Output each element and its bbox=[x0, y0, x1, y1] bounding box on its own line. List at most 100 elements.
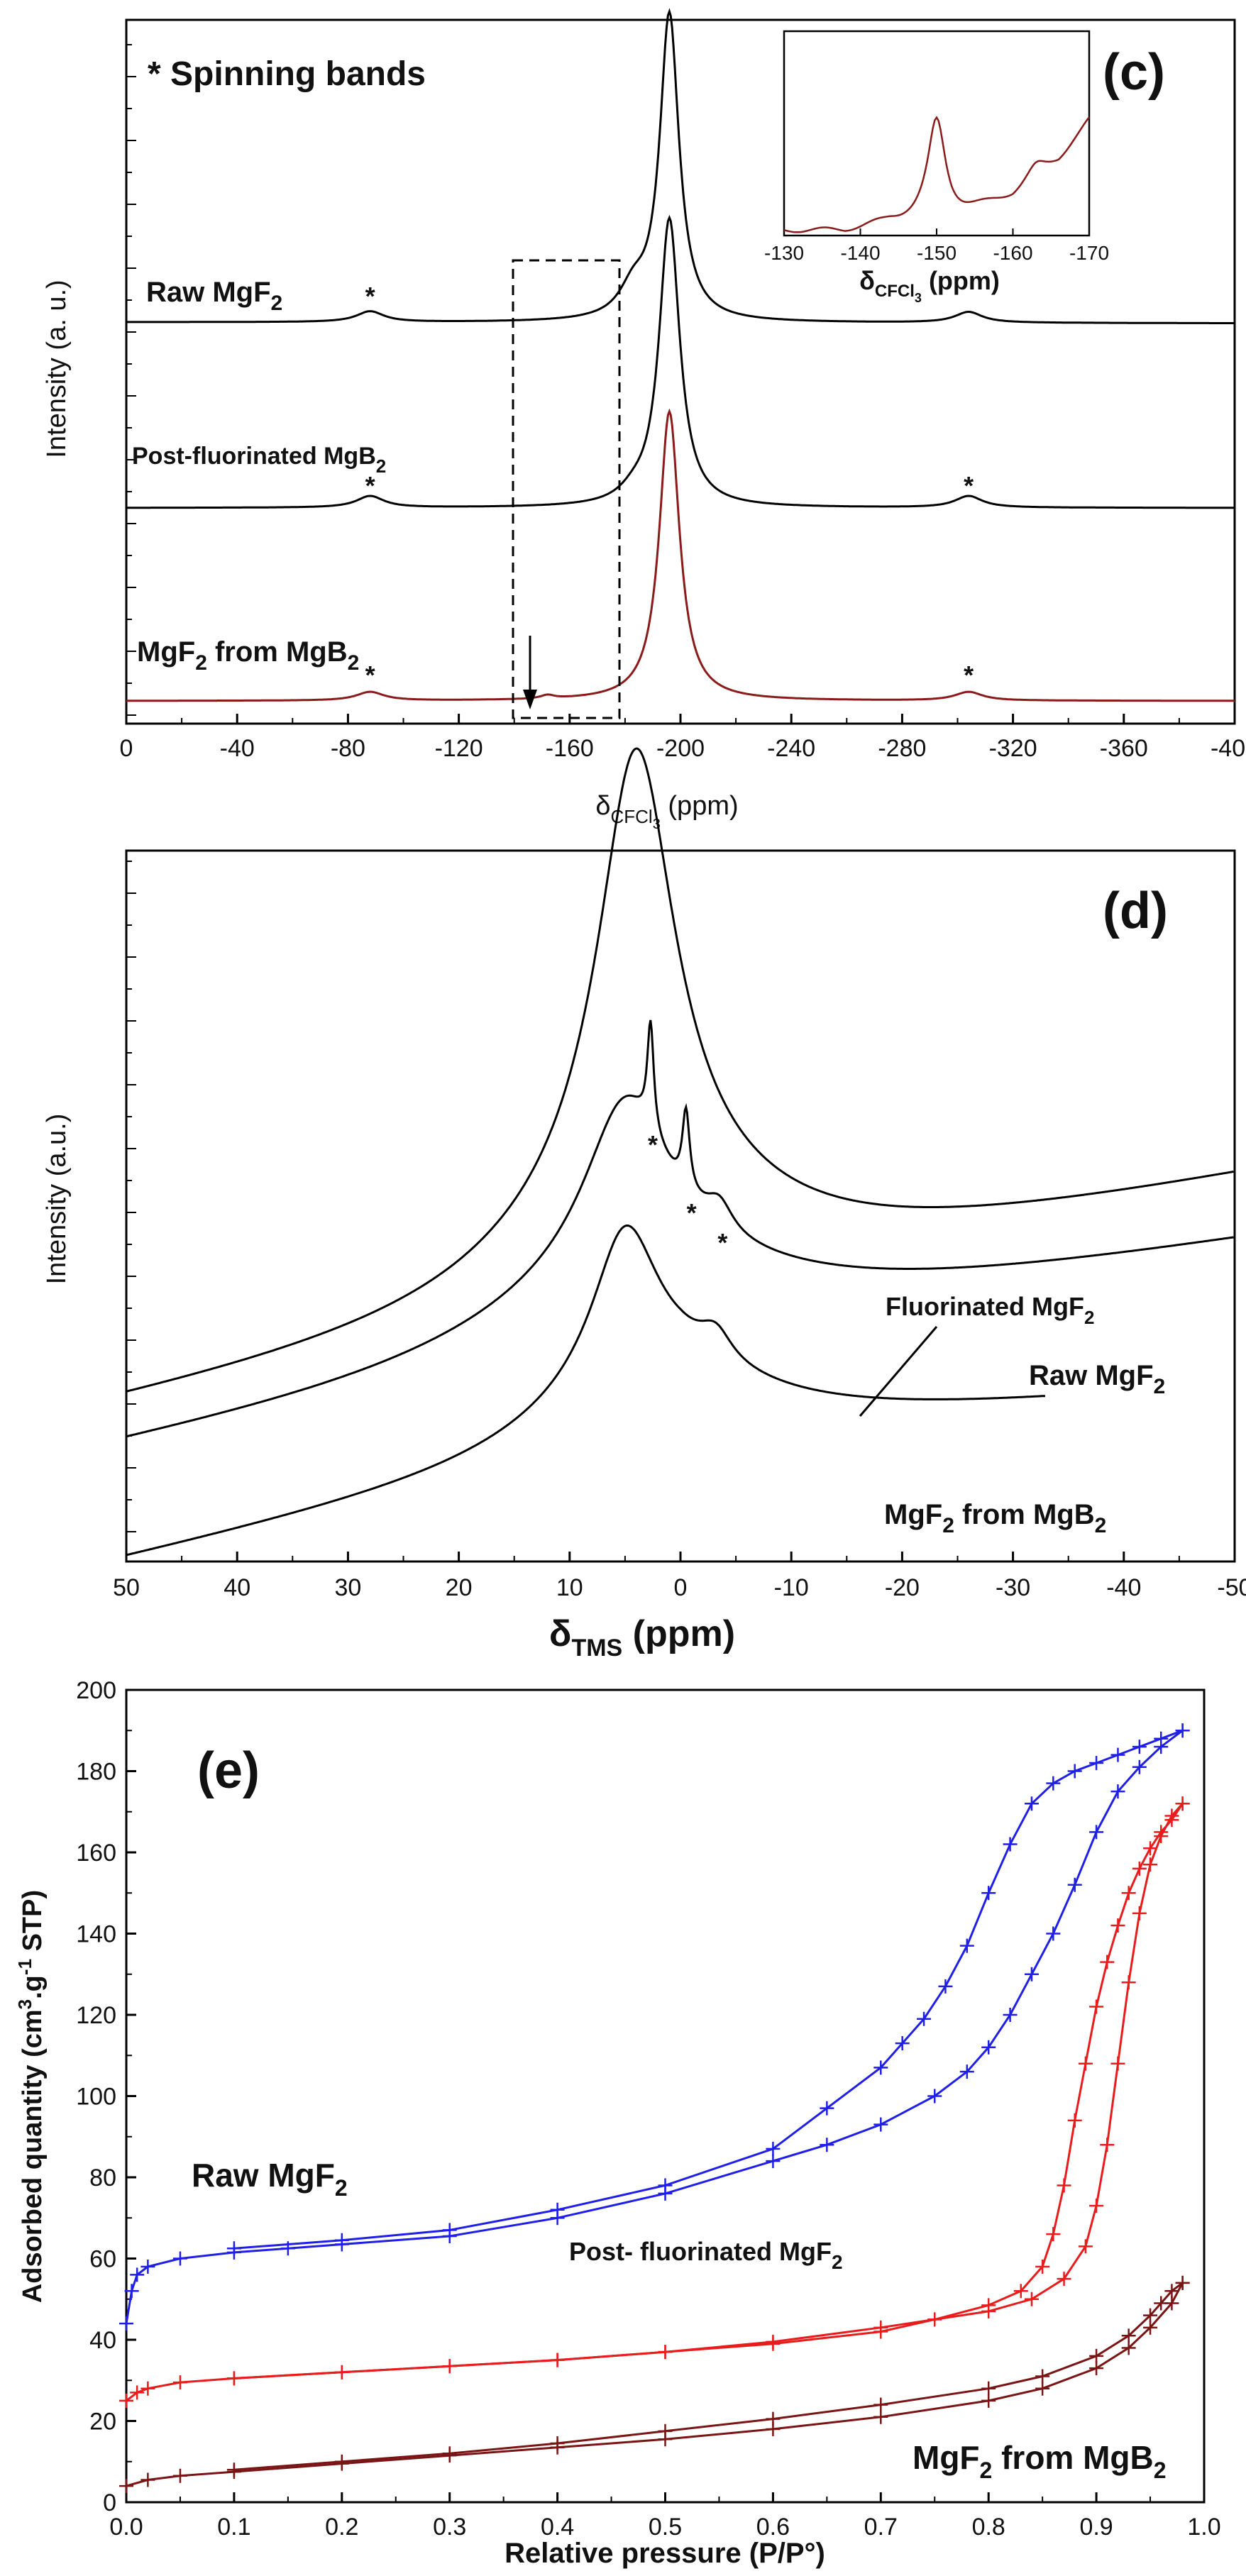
c-series-postfluorinated-label: Post-fluorinated MgB2 bbox=[132, 443, 386, 477]
e-data-point bbox=[820, 2138, 834, 2152]
e-data-point bbox=[140, 2381, 155, 2396]
d-series-fluorinated-label: Fluorinated MgF2 bbox=[886, 1292, 1094, 1328]
inset-x-tick-label: -140 bbox=[840, 242, 880, 264]
e-data-point bbox=[766, 2141, 781, 2156]
e-series-frommgb2-label: MgF2 from MgB2 bbox=[913, 2439, 1167, 2483]
e-data-point bbox=[442, 2446, 457, 2461]
e-data-point bbox=[766, 2336, 781, 2351]
d-x-tick-label: 40 bbox=[224, 1574, 250, 1601]
e-data-point bbox=[873, 2409, 888, 2424]
e-data-point bbox=[1132, 1759, 1147, 1774]
e-y-tick-label: 200 bbox=[76, 1677, 116, 1704]
c-spectrum-curve bbox=[126, 8, 1235, 324]
e-y-tick-label: 60 bbox=[89, 2246, 116, 2273]
e-data-point bbox=[1046, 1926, 1061, 1941]
c-x-tick-label: -80 bbox=[331, 735, 365, 762]
d-spectrum-curve bbox=[126, 747, 1234, 1393]
d-x-tick-label: -40 bbox=[1106, 1574, 1141, 1601]
e-data-point bbox=[172, 2251, 187, 2266]
panel-c-x-axis-title: δCFCl3 (ppm) bbox=[595, 791, 738, 832]
c-x-tick-label: -280 bbox=[878, 735, 926, 762]
d-x-tick-label: 20 bbox=[446, 1574, 473, 1601]
e-data-point bbox=[1110, 1784, 1125, 1799]
e-data-point bbox=[140, 2472, 155, 2487]
e-data-point bbox=[172, 2468, 187, 2483]
panel-e-x-axis-title: Relative pressure (P/P°) bbox=[505, 2538, 825, 2569]
e-data-point bbox=[1003, 1837, 1018, 1852]
c-spinning-band-star: * bbox=[964, 660, 974, 690]
e-data-point bbox=[1057, 2178, 1071, 2193]
e-x-tick-label: 0.5 bbox=[649, 2514, 682, 2541]
e-data-point bbox=[917, 2011, 932, 2026]
c-series-frommgb2-label: MgF2 from MgB2 bbox=[137, 636, 359, 675]
panel-c-inset: -130 -140 -150 -160 -170 δCFCl3 (ppm) bbox=[764, 30, 1109, 305]
e-data-point bbox=[981, 2040, 996, 2055]
e-x-tick-label: 0.4 bbox=[541, 2514, 574, 2541]
e-data-point bbox=[130, 2385, 145, 2400]
c-x-tick-label: -320 bbox=[989, 735, 1037, 762]
e-data-point bbox=[1003, 2008, 1018, 2022]
c-x-tick-label: -360 bbox=[1100, 735, 1148, 762]
e-data-point bbox=[442, 2223, 457, 2238]
e-data-point bbox=[1143, 2308, 1158, 2323]
e-data-point bbox=[1067, 1877, 1082, 1892]
e-data-point bbox=[334, 2365, 349, 2379]
c-x-tick-label: -120 bbox=[435, 735, 483, 762]
e-x-tick-label: 1.0 bbox=[1187, 2514, 1220, 2541]
e-data-point bbox=[1132, 1861, 1147, 1876]
e-data-point bbox=[1089, 2199, 1104, 2213]
e-data-point bbox=[1024, 1796, 1039, 1811]
e-data-point bbox=[1035, 2369, 1050, 2384]
e-x-tick-label: 0.0 bbox=[109, 2514, 143, 2541]
e-data-point bbox=[1089, 1825, 1104, 1840]
panel-e-isotherms: 0 20 40 60 80 100 120 140 160 180 200 0.0 0.1 0.2 0.3… bbox=[14, 1677, 1221, 2569]
e-data-point bbox=[1164, 2284, 1179, 2299]
panel-c-y-ticks bbox=[126, 44, 136, 716]
e-x-tick-label: 0.1 bbox=[217, 2514, 250, 2541]
e-x-tick-label: 0.9 bbox=[1079, 2514, 1113, 2541]
e-data-point bbox=[1143, 2320, 1158, 2335]
panel-d-y-axis-title: Intensity (a.u.) bbox=[42, 1114, 72, 1285]
e-x-tick-label: 0.8 bbox=[972, 2514, 1005, 2541]
e-data-point bbox=[226, 2371, 241, 2386]
e-data-point bbox=[226, 2462, 241, 2477]
d-fluorinated-leader-line bbox=[859, 1326, 938, 1417]
e-y-tick-label: 120 bbox=[76, 2002, 116, 2029]
d-x-tick-label: 50 bbox=[113, 1574, 140, 1601]
e-series-postfluorinated-label: Post- fluorinated MgF2 bbox=[569, 2237, 843, 2273]
e-y-tick-label: 20 bbox=[89, 2409, 116, 2436]
e-data-point bbox=[820, 2101, 834, 2116]
c-series-raw-label: Raw MgF2 bbox=[146, 277, 282, 315]
e-data-point bbox=[1175, 1723, 1190, 1738]
e-data-point bbox=[1154, 1825, 1169, 1840]
e-data-point bbox=[938, 1979, 953, 1994]
e-data-point bbox=[766, 2411, 781, 2426]
c-spectrum-curve bbox=[126, 214, 1235, 509]
inset-frame bbox=[783, 30, 1091, 237]
e-data-point bbox=[1013, 2284, 1028, 2299]
e-data-point bbox=[334, 2454, 349, 2469]
e-data-point bbox=[550, 2202, 565, 2217]
e-data-point bbox=[873, 2324, 888, 2339]
panel-c-label: (c) bbox=[1103, 44, 1165, 101]
c-spinning-band-star: * bbox=[365, 660, 375, 690]
e-data-point bbox=[1078, 2239, 1093, 2254]
panel-d-x-axis-title: δTMS (ppm) bbox=[549, 1613, 735, 1662]
d-x-tick-label: -30 bbox=[996, 1574, 1030, 1601]
e-data-point bbox=[140, 2259, 155, 2274]
e-data-point bbox=[1046, 2227, 1061, 2242]
c-x-tick-label: -200 bbox=[656, 735, 705, 762]
d-x-tick-label: -10 bbox=[774, 1574, 809, 1601]
panel-e-y-ticks: 0 20 40 60 80 100 120 140 160 180 200 bbox=[76, 1677, 136, 2516]
c-spinning-band-star: * bbox=[964, 471, 974, 500]
c-spinning-band-star: * bbox=[365, 471, 375, 500]
e-data-point bbox=[1175, 2275, 1190, 2290]
d-x-tick-label: -20 bbox=[885, 1574, 920, 1601]
e-data-point bbox=[1035, 2381, 1050, 2396]
e-y-tick-label: 0 bbox=[103, 2489, 116, 2516]
e-data-point bbox=[1121, 2340, 1136, 2355]
e-data-point bbox=[658, 2345, 673, 2360]
e-data-point bbox=[1143, 1841, 1158, 1856]
e-isotherm-adsorption-line bbox=[126, 1803, 1184, 2402]
